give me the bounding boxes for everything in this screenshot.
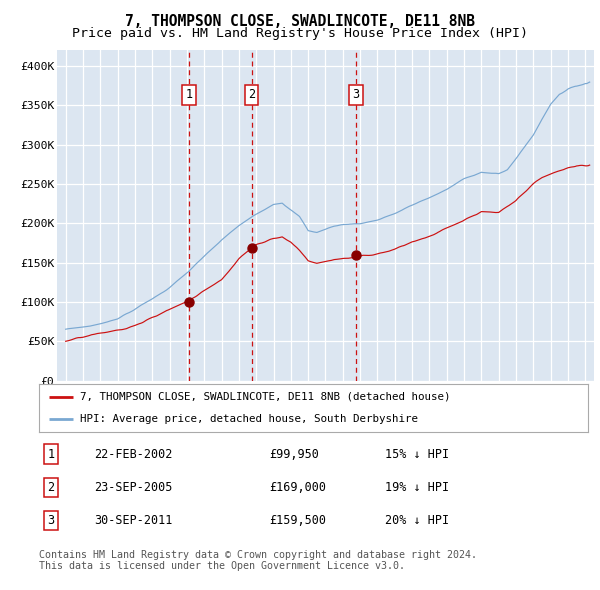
Text: HPI: Average price, detached house, South Derbyshire: HPI: Average price, detached house, Sout… bbox=[80, 414, 418, 424]
Text: Price paid vs. HM Land Registry's House Price Index (HPI): Price paid vs. HM Land Registry's House … bbox=[72, 27, 528, 40]
Text: 7, THOMPSON CLOSE, SWADLINCOTE, DE11 8NB: 7, THOMPSON CLOSE, SWADLINCOTE, DE11 8NB bbox=[125, 14, 475, 29]
Text: Contains HM Land Registry data © Crown copyright and database right 2024.
This d: Contains HM Land Registry data © Crown c… bbox=[39, 550, 477, 572]
Text: 2: 2 bbox=[248, 88, 255, 101]
Text: 1: 1 bbox=[185, 88, 193, 101]
Text: 15% ↓ HPI: 15% ↓ HPI bbox=[385, 448, 449, 461]
Text: 7, THOMPSON CLOSE, SWADLINCOTE, DE11 8NB (detached house): 7, THOMPSON CLOSE, SWADLINCOTE, DE11 8NB… bbox=[80, 392, 451, 402]
Text: £99,950: £99,950 bbox=[269, 448, 319, 461]
Text: £159,500: £159,500 bbox=[269, 514, 326, 527]
Text: 2: 2 bbox=[47, 481, 55, 494]
Text: 3: 3 bbox=[47, 514, 55, 527]
Text: 22-FEB-2002: 22-FEB-2002 bbox=[94, 448, 172, 461]
Text: 23-SEP-2005: 23-SEP-2005 bbox=[94, 481, 172, 494]
Text: 20% ↓ HPI: 20% ↓ HPI bbox=[385, 514, 449, 527]
Text: £169,000: £169,000 bbox=[269, 481, 326, 494]
Text: 19% ↓ HPI: 19% ↓ HPI bbox=[385, 481, 449, 494]
Text: 1: 1 bbox=[47, 448, 55, 461]
Text: 3: 3 bbox=[352, 88, 359, 101]
Text: 30-SEP-2011: 30-SEP-2011 bbox=[94, 514, 172, 527]
